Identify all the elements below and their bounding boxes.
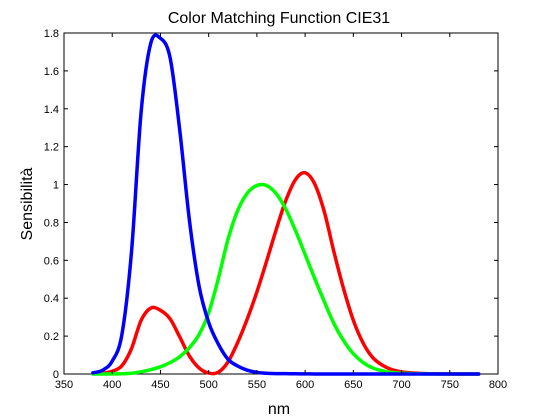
curve-layer (91, 33, 481, 376)
x-tick-label: 400 (103, 379, 121, 391)
x-tick-label: 500 (199, 379, 217, 391)
x-tick-label: 700 (392, 379, 410, 391)
x-tick-label: 550 (248, 379, 266, 391)
y-tick-label: 0 (53, 369, 59, 381)
y-tick-label: 0.2 (44, 331, 59, 343)
x-tick-label: 800 (489, 379, 507, 391)
x-tick-label: 750 (441, 379, 459, 391)
y-tick-label: 1.2 (44, 142, 59, 154)
y-tick-label: 0.4 (44, 293, 59, 305)
y-tick-label: 1.6 (44, 66, 59, 78)
y-tick-label: 1 (53, 180, 59, 192)
y-tick-label: 1.8 (44, 28, 59, 40)
x-tick-label: 600 (296, 379, 314, 391)
y-axis-label: Sensibilità (19, 167, 36, 240)
y-tick-label: 1.4 (44, 104, 59, 116)
x-tick-label: 450 (151, 379, 169, 391)
chart-title: Color Matching Function CIE31 (168, 10, 390, 27)
x-tick-label: 650 (344, 379, 362, 391)
blue-curve (91, 33, 481, 376)
tick-layer: 350 400 450 500 550 600 650 700 750 800 0 0.2 0.4 0.6… (44, 28, 507, 391)
x-axis-label: nm (268, 401, 290, 418)
y-tick-label: 0.6 (44, 255, 59, 267)
y-tick-label: 0.8 (44, 217, 59, 229)
x-tick-label: 350 (55, 379, 73, 391)
